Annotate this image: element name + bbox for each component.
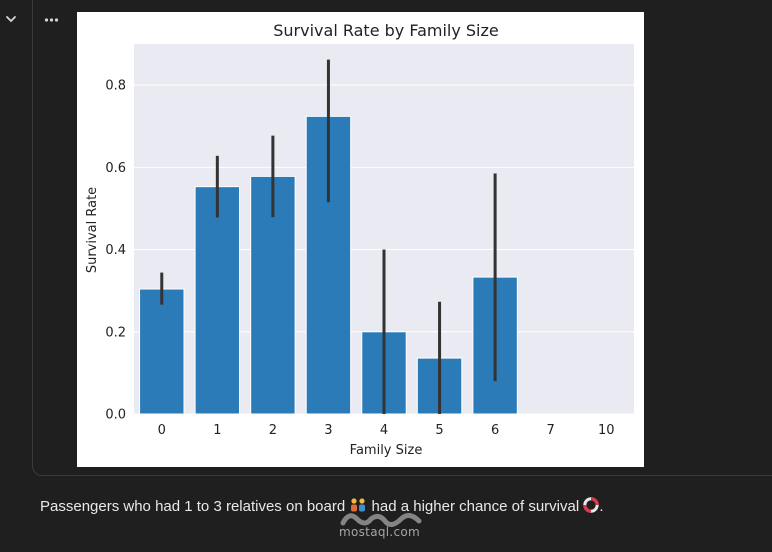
y-tick-label: 0.2 bbox=[105, 325, 126, 340]
x-tick-label: 6 bbox=[491, 423, 499, 438]
bar-family-size-3 bbox=[305, 115, 352, 415]
caption-part-1: Passengers who had 1 to 3 relatives on b… bbox=[40, 498, 350, 515]
watermark-text: mostaql.com bbox=[339, 525, 421, 539]
y-tick-label: 0.6 bbox=[105, 161, 126, 176]
x-tick-label: 0 bbox=[158, 423, 166, 438]
x-tick-label: 1 bbox=[213, 423, 221, 438]
x-tick-label: 10 bbox=[598, 423, 615, 438]
x-axis-label: Family Size bbox=[350, 443, 423, 458]
x-tick-label: 3 bbox=[324, 423, 332, 438]
lifebuoy-icon bbox=[583, 497, 600, 517]
bar-chart: 0.0 0.2 0.4 0.6 0.8 0 1 2 3 4 5 6 7 10 Survival Rate… bbox=[85, 21, 634, 458]
x-tick-label: 2 bbox=[269, 423, 277, 438]
chart-title: Survival Rate by Family Size bbox=[273, 21, 499, 40]
chevron-down-icon bbox=[6, 16, 16, 23]
x-tick-label: 5 bbox=[435, 423, 443, 438]
y-tick-label: 0.8 bbox=[105, 79, 126, 94]
collapse-toggle-button[interactable] bbox=[0, 6, 22, 32]
family-emoji-icon bbox=[349, 497, 367, 517]
x-tick-label: 7 bbox=[547, 423, 555, 438]
y-tick-label: 0.0 bbox=[105, 408, 126, 423]
caption-text: Passengers who had 1 to 3 relatives on b… bbox=[40, 497, 604, 517]
bar-family-size-1 bbox=[194, 186, 241, 415]
caption-part-2: had a higher chance of survival bbox=[367, 498, 584, 515]
more-actions-button[interactable] bbox=[40, 10, 64, 30]
y-axis-label: Survival Rate bbox=[85, 187, 100, 273]
x-tick-label: 4 bbox=[380, 423, 388, 438]
bar-family-size-0 bbox=[139, 288, 185, 415]
caption-part-3: . bbox=[599, 498, 604, 515]
more-horizontal-icon bbox=[44, 18, 59, 22]
y-tick-label: 0.4 bbox=[105, 243, 126, 258]
chart-image: 0.0 0.2 0.4 0.6 0.8 0 1 2 3 4 5 6 7 10 Survival Rate… bbox=[77, 12, 644, 467]
